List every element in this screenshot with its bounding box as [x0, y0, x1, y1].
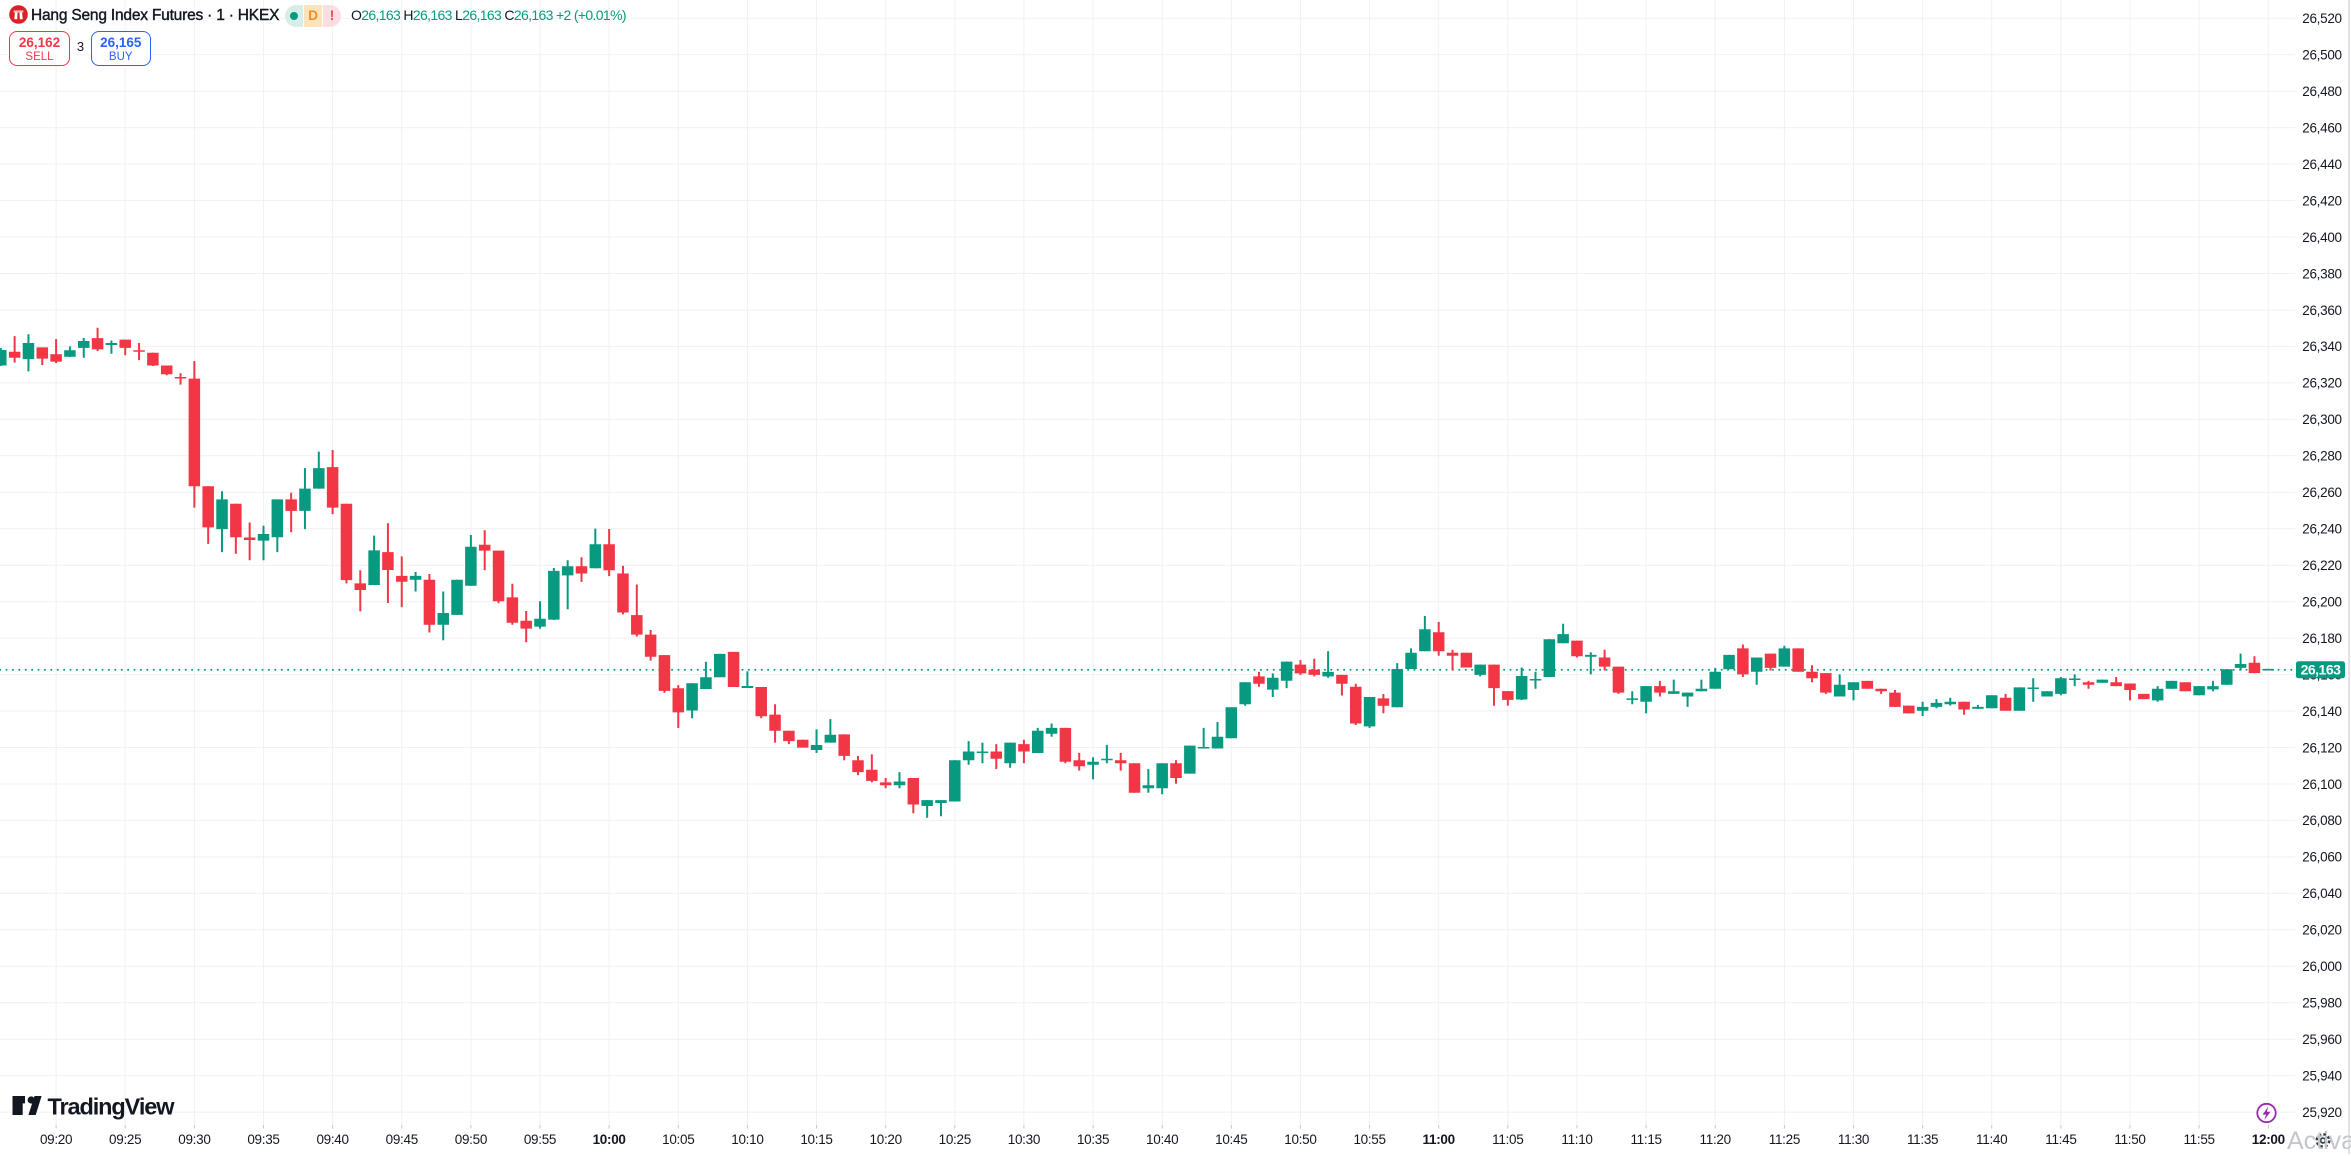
svg-text:26,320: 26,320: [2302, 376, 2342, 391]
svg-text:11:05: 11:05: [1492, 1132, 1523, 1147]
svg-text:26,240: 26,240: [2302, 522, 2342, 537]
svg-text:26,100: 26,100: [2302, 777, 2342, 792]
svg-text:09:20: 09:20: [40, 1132, 72, 1147]
svg-text:26,280: 26,280: [2302, 449, 2342, 464]
svg-text:11:55: 11:55: [2183, 1132, 2214, 1147]
svg-text:TradingView: TradingView: [48, 1095, 176, 1120]
svg-text:26,520: 26,520: [2302, 11, 2342, 26]
svg-text:10:05: 10:05: [662, 1132, 694, 1147]
svg-text:10:30: 10:30: [1008, 1132, 1040, 1147]
svg-text:26,420: 26,420: [2302, 193, 2342, 208]
svg-text:26,180: 26,180: [2302, 631, 2342, 646]
svg-text:11:35: 11:35: [1907, 1132, 1938, 1147]
svg-text:25,920: 25,920: [2302, 1105, 2342, 1120]
svg-text:10:45: 10:45: [1215, 1132, 1247, 1147]
svg-text:26,300: 26,300: [2302, 412, 2342, 427]
svg-text:26,220: 26,220: [2302, 558, 2342, 573]
svg-text:25,940: 25,940: [2302, 1068, 2342, 1083]
svg-text:26,040: 26,040: [2302, 886, 2342, 901]
svg-text:26,080: 26,080: [2302, 813, 2342, 828]
svg-text:26,340: 26,340: [2302, 339, 2342, 354]
svg-text:25,960: 25,960: [2302, 1032, 2342, 1047]
svg-text:26,360: 26,360: [2302, 303, 2342, 318]
svg-text:11:10: 11:10: [1561, 1132, 1592, 1147]
svg-text:12:00: 12:00: [2252, 1132, 2285, 1147]
svg-text:11:45: 11:45: [2045, 1132, 2076, 1147]
svg-text:10:55: 10:55: [1353, 1132, 1385, 1147]
svg-text:09:50: 09:50: [455, 1132, 487, 1147]
svg-text:11:40: 11:40: [1976, 1132, 2007, 1147]
svg-text:11:25: 11:25: [1769, 1132, 1800, 1147]
svg-text:26,440: 26,440: [2302, 157, 2342, 172]
svg-text:26,380: 26,380: [2302, 266, 2342, 281]
svg-text:26,260: 26,260: [2302, 485, 2342, 500]
svg-text:26,020: 26,020: [2302, 923, 2342, 938]
svg-text:26,000: 26,000: [2302, 959, 2342, 974]
svg-text:11:15: 11:15: [1630, 1132, 1661, 1147]
svg-text:10:50: 10:50: [1284, 1132, 1316, 1147]
svg-text:09:25: 09:25: [109, 1132, 141, 1147]
svg-text:10:40: 10:40: [1146, 1132, 1178, 1147]
svg-text:10:10: 10:10: [731, 1132, 763, 1147]
svg-text:26,400: 26,400: [2302, 230, 2342, 245]
svg-text:26,163: 26,163: [2301, 661, 2342, 677]
svg-text:11:50: 11:50: [2114, 1132, 2145, 1147]
svg-text:11:00: 11:00: [1423, 1132, 1455, 1147]
svg-text:26,060: 26,060: [2302, 850, 2342, 865]
svg-text:26,120: 26,120: [2302, 740, 2342, 755]
svg-text:10:35: 10:35: [1077, 1132, 1109, 1147]
svg-text:25,980: 25,980: [2302, 996, 2342, 1011]
svg-text:26,140: 26,140: [2302, 704, 2342, 719]
svg-text:09:30: 09:30: [178, 1132, 210, 1147]
svg-text:10:00: 10:00: [593, 1132, 626, 1147]
svg-text:10:15: 10:15: [800, 1132, 832, 1147]
svg-text:10:20: 10:20: [870, 1132, 902, 1147]
svg-text:09:40: 09:40: [316, 1132, 348, 1147]
svg-text:09:45: 09:45: [386, 1132, 418, 1147]
svg-text:09:35: 09:35: [247, 1132, 279, 1147]
svg-text:26,480: 26,480: [2302, 84, 2342, 99]
svg-text:11:20: 11:20: [1700, 1132, 1731, 1147]
svg-text:11:30: 11:30: [1838, 1132, 1869, 1147]
svg-text:09:55: 09:55: [524, 1132, 556, 1147]
svg-text:26,460: 26,460: [2302, 121, 2342, 136]
svg-text:26,200: 26,200: [2302, 595, 2342, 610]
svg-text:26,500: 26,500: [2302, 48, 2342, 63]
svg-text:10:25: 10:25: [939, 1132, 971, 1147]
